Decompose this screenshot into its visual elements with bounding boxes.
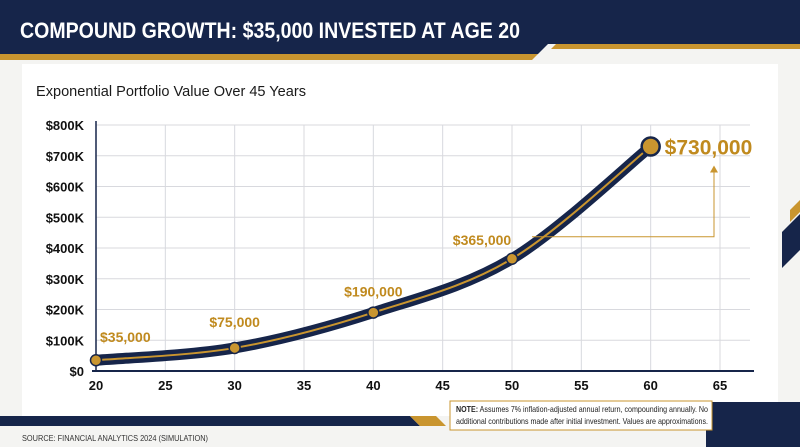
- data-label: $365,000: [453, 232, 512, 248]
- data-label: $730,000: [665, 137, 753, 160]
- x-tick-label: 30: [227, 378, 241, 393]
- footer-band: [0, 416, 420, 426]
- source-text: SOURCE: FINANCIAL ANALYTICS 2024 (SIMULA…: [22, 434, 208, 443]
- y-tick-label: $100K: [46, 333, 85, 348]
- data-label: $190,000: [344, 284, 403, 300]
- right-gold-accent: [790, 200, 800, 222]
- chart-panel: [22, 64, 778, 416]
- right-navy-accent: [782, 214, 800, 268]
- chart-title: Exponential Portfolio Value Over 45 Year…: [36, 83, 306, 100]
- x-tick-label: 25: [158, 378, 172, 393]
- x-tick-label: 55: [574, 378, 588, 393]
- data-point: [89, 353, 103, 367]
- footer-gold-accent: [410, 416, 446, 426]
- y-tick-label: $500K: [46, 210, 85, 225]
- y-tick-label: $700K: [46, 149, 85, 164]
- x-tick-label: 20: [89, 378, 103, 393]
- header-band: [0, 0, 800, 54]
- data-point: [228, 341, 241, 355]
- svg-text:NOTE: Assumes 7% inflation-adj: NOTE: Assumes 7% inflation-adjusted annu…: [456, 404, 708, 414]
- header-gold-accent-right: [551, 44, 800, 49]
- page-title: COMPOUND GROWTH: $35,000 INVESTED AT AGE…: [20, 18, 520, 43]
- y-tick-label: $200K: [46, 303, 85, 318]
- note-box: NOTE: Assumes 7% inflation-adjusted annu…: [449, 400, 713, 431]
- note-line-1: Assumes 7% inflation-adjusted annual ret…: [478, 404, 708, 414]
- data-point: [367, 306, 380, 319]
- note-label: NOTE:: [456, 404, 478, 414]
- header-gold-accent-left: [0, 54, 538, 60]
- y-tick-label: $0: [70, 364, 84, 379]
- footer-band-right: [706, 402, 800, 447]
- y-tick-label: $600K: [46, 180, 85, 195]
- data-point: [505, 252, 519, 266]
- chart-axes: $0 $100K $200K $300K $400K $500K $600K $700K $80…: [46, 118, 754, 393]
- x-tick-label: 50: [505, 378, 519, 393]
- y-tick-label: $300K: [46, 272, 85, 287]
- x-tick-label: 60: [643, 378, 657, 393]
- y-tick-label: $400K: [46, 241, 85, 256]
- data-point: [640, 136, 661, 157]
- x-tick-label: 40: [366, 378, 380, 393]
- x-tick-label: 65: [713, 378, 727, 393]
- y-tick-label: $800K: [46, 118, 85, 133]
- data-label: $75,000: [209, 314, 260, 330]
- x-tick-label: 35: [297, 378, 311, 393]
- x-tick-label: 45: [435, 378, 449, 393]
- chart-points: [89, 136, 661, 367]
- note-line-2: additional contributions made after init…: [456, 416, 708, 426]
- data-label: $35,000: [100, 329, 151, 345]
- annotation-arrowhead: [710, 165, 718, 173]
- annotation-connector: [532, 168, 715, 238]
- chart-data-labels: $35,000 $75,000 $190,000 $365,000 $730,000: [100, 137, 752, 346]
